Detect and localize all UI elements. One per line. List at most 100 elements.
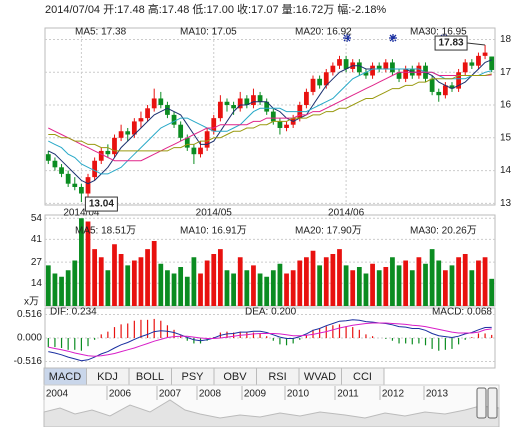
candle-body bbox=[363, 72, 369, 76]
candle-body bbox=[98, 150, 104, 161]
candle-body bbox=[476, 55, 481, 66]
volume-bar bbox=[224, 270, 230, 306]
candle-body bbox=[131, 121, 137, 135]
tab-label[interactable]: OBV bbox=[223, 371, 247, 383]
volume-bar bbox=[403, 260, 409, 306]
volume-bar bbox=[59, 276, 64, 306]
volume-bar bbox=[191, 257, 197, 306]
y-tick-label: -0.516 bbox=[14, 356, 43, 367]
volume-bar bbox=[317, 265, 323, 306]
volume-bar bbox=[310, 250, 316, 306]
volume-bar bbox=[383, 267, 389, 306]
volume-bar bbox=[125, 265, 131, 306]
candle-body bbox=[337, 59, 342, 66]
legend-label: MACD: 0.068 bbox=[432, 307, 492, 318]
tab-label[interactable]: CCI bbox=[353, 371, 372, 383]
legend-label: MA20: 17.90万 bbox=[295, 226, 362, 237]
year-label: 2010 bbox=[287, 389, 310, 400]
year-label: 2004 bbox=[46, 389, 69, 400]
volume-bar bbox=[204, 260, 210, 306]
volume-bar bbox=[456, 257, 461, 306]
x-tick-label: 2014/05 bbox=[196, 208, 233, 219]
candle-body bbox=[125, 131, 131, 135]
candle-body bbox=[376, 65, 382, 69]
candle-body bbox=[45, 154, 51, 161]
volume-bar bbox=[409, 270, 415, 306]
high-label: 17.83 bbox=[439, 38, 464, 49]
candle-body bbox=[145, 108, 150, 119]
volume-bar bbox=[337, 249, 342, 306]
volume-bar bbox=[145, 249, 150, 306]
volume-bar bbox=[449, 265, 455, 306]
legend-label: DIF: 0.234 bbox=[50, 307, 97, 318]
volume-bar bbox=[72, 260, 78, 306]
volume-bar bbox=[277, 263, 283, 306]
candle-body bbox=[396, 72, 402, 79]
volume-bar bbox=[92, 249, 98, 306]
candle-body bbox=[59, 167, 64, 174]
candle-body bbox=[118, 131, 124, 138]
y-tick-label: 14 bbox=[31, 278, 43, 289]
volume-bar bbox=[118, 254, 124, 306]
tab-label[interactable]: WVAD bbox=[304, 371, 336, 383]
volume-bar bbox=[165, 270, 170, 306]
candle-body bbox=[244, 98, 250, 106]
volume-bar bbox=[138, 257, 144, 306]
candle-body bbox=[165, 105, 170, 115]
candle-body bbox=[469, 62, 475, 66]
candle-body bbox=[217, 101, 223, 119]
volume-bar bbox=[251, 265, 256, 306]
tab-label[interactable]: BOLL bbox=[136, 371, 164, 383]
candle-body bbox=[462, 62, 468, 73]
navigator-handle[interactable] bbox=[476, 387, 487, 419]
candle-body bbox=[191, 147, 197, 155]
candle-body bbox=[270, 111, 276, 122]
candle-body bbox=[52, 160, 58, 168]
volume-bar bbox=[323, 257, 329, 306]
legend-label: MA10: 16.91万 bbox=[180, 226, 247, 237]
candle-body bbox=[231, 105, 236, 109]
y-tick-label: 41 bbox=[31, 234, 43, 245]
price-panel bbox=[44, 27, 496, 206]
candle-body bbox=[105, 150, 111, 155]
candle-body bbox=[323, 72, 329, 86]
y-tick-label: 0.000 bbox=[17, 333, 42, 344]
candle-body bbox=[79, 186, 84, 194]
y-tick-label: 54 bbox=[31, 213, 43, 224]
marker bbox=[343, 34, 351, 42]
candle-body bbox=[489, 56, 495, 70]
volume-bar bbox=[356, 267, 362, 306]
volume-bar bbox=[489, 278, 495, 306]
year-label: 2012 bbox=[382, 389, 405, 400]
unit-label: x万 bbox=[24, 297, 39, 308]
tab-label[interactable]: MACD bbox=[49, 371, 81, 383]
volume-bar bbox=[370, 263, 375, 306]
candle-body bbox=[390, 62, 395, 73]
legend-label: MA5: 17.38 bbox=[75, 27, 127, 38]
candle-body bbox=[184, 137, 190, 148]
ma-line bbox=[48, 73, 492, 152]
y-tick-label: 17 bbox=[500, 67, 512, 78]
y-tick-label: 15 bbox=[500, 132, 512, 143]
volume-bar bbox=[65, 270, 71, 306]
volume-bar bbox=[257, 273, 263, 306]
navigator-handle[interactable] bbox=[487, 387, 498, 419]
candle-body bbox=[211, 118, 217, 132]
volume-bar bbox=[217, 249, 223, 306]
tab-label[interactable]: PSY bbox=[181, 371, 204, 383]
volume-bar bbox=[237, 257, 243, 306]
tab-label[interactable]: KDJ bbox=[97, 371, 118, 383]
ma-line bbox=[48, 68, 492, 175]
tab-label[interactable]: RSI bbox=[268, 371, 286, 383]
volume-bar bbox=[429, 249, 435, 306]
candle-body bbox=[257, 95, 263, 102]
volume-bar bbox=[158, 263, 164, 306]
navigator bbox=[43, 384, 500, 427]
volume-bar bbox=[442, 270, 448, 306]
volume-bar bbox=[270, 270, 276, 306]
low-label: 13.04 bbox=[89, 199, 114, 210]
candle-body bbox=[277, 121, 283, 128]
candle-body bbox=[171, 114, 177, 125]
volume-bar bbox=[423, 263, 428, 306]
